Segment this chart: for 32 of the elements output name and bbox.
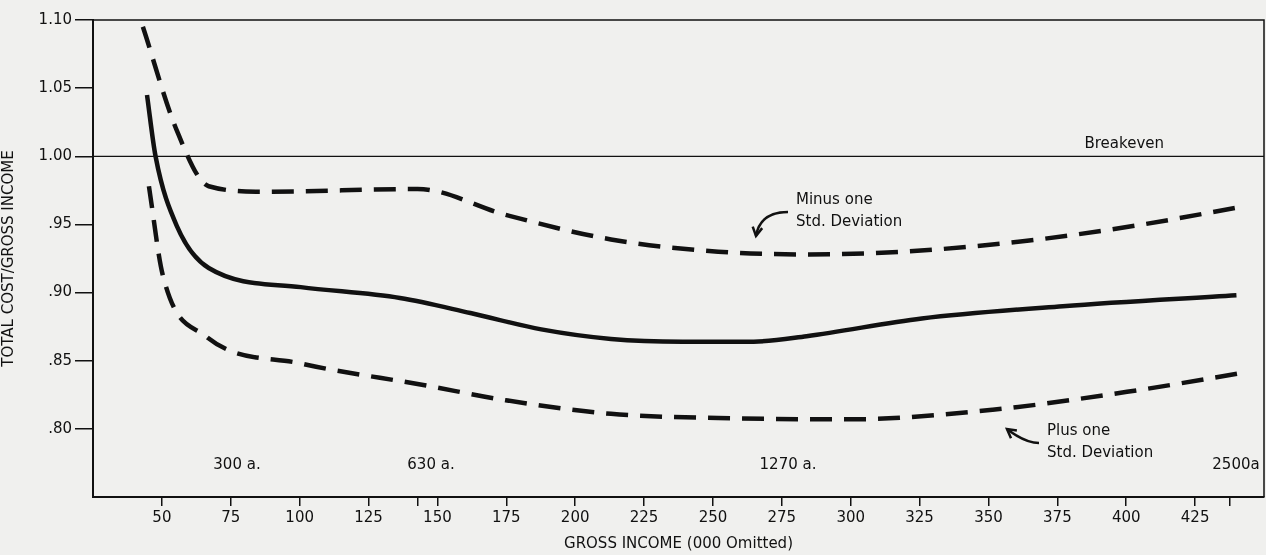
x-tick-label: 50 [152,507,172,526]
x-tick-label: 325 [905,507,934,526]
y-tick-label: .80 [48,418,72,437]
x-tick-label: 250 [698,507,728,526]
ref-line-label: Breakeven [1084,133,1164,152]
annotation: 1270 a. [759,454,817,473]
x-tick-label: 400 [1111,507,1141,526]
annotation: 300 a. [213,454,261,473]
x-tick-label: 275 [767,507,797,526]
x-tick-label: 175 [491,507,521,526]
y-axis-title: TOTAL COST/GROSS INCOME [0,150,17,368]
x-tick-label: 75 [221,507,241,526]
annotation: 2500a [1212,454,1260,473]
y-tick-label: 1.10 [38,9,72,28]
y-tick-label: .95 [48,214,72,233]
y-tick-label: .85 [48,350,72,369]
y-tick-label: .90 [48,282,72,301]
y-tick-label: 1.05 [38,78,72,97]
annotation: Minus one Std. Deviation [796,189,903,230]
x-tick-label: 350 [974,507,1003,526]
x-tick-label: 125 [354,507,383,526]
annotation: 630 a. [407,454,455,473]
x-tick-label: 200 [560,507,590,526]
x-tick-label: 300 [836,507,866,526]
y-tick-label: 1.00 [38,146,72,165]
x-tick-label: 225 [629,507,659,526]
annotation: Plus one Std. Deviation [1047,420,1154,461]
x-tick-label: 425 [1180,507,1210,526]
x-tick-label: 375 [1043,507,1072,526]
x-tick-label: 100 [285,507,314,526]
x-axis-title: GROSS INCOME (000 Omitted) [564,533,793,552]
x-tick-label: 150 [423,507,452,526]
